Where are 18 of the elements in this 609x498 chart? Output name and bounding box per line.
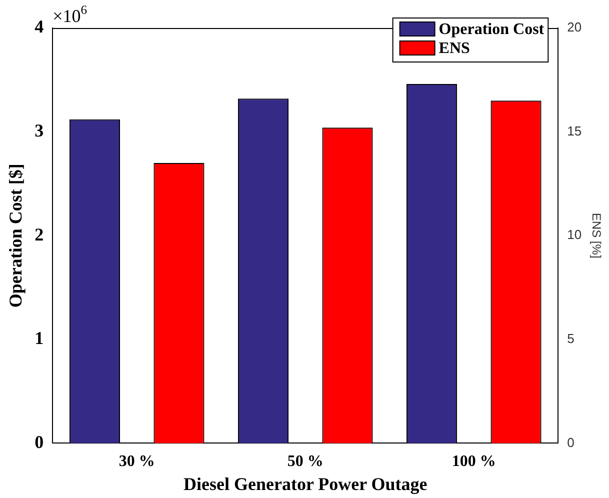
y2-tick-label: 0 xyxy=(567,434,574,450)
y2-tick-label: 10 xyxy=(567,227,582,242)
y-tick-label: 4 xyxy=(34,16,44,37)
y2-tick-label: 15 xyxy=(567,123,582,138)
legend-label: Operation Cost xyxy=(438,21,545,38)
x-tick-label: 100 % xyxy=(452,452,496,470)
legend-label: ENS xyxy=(438,40,470,58)
y-tick-label: 0 xyxy=(34,432,44,452)
x-tick-label: 50 % xyxy=(287,452,324,470)
y-tick-label: 3 xyxy=(34,120,44,140)
x-axis-title: Diesel Generator Power Outage xyxy=(183,474,428,494)
y2-tick-label: 20 xyxy=(567,20,582,35)
y-tick-label: 1 xyxy=(34,328,44,348)
y2-tick-label: 5 xyxy=(567,330,574,346)
y-axis-title: Operation Cost [$] xyxy=(5,164,26,308)
y2-axis-title: ENS [%] xyxy=(589,212,604,258)
y-tick-label: 2 xyxy=(34,224,44,244)
x-tick-label: 30 % xyxy=(118,452,155,470)
